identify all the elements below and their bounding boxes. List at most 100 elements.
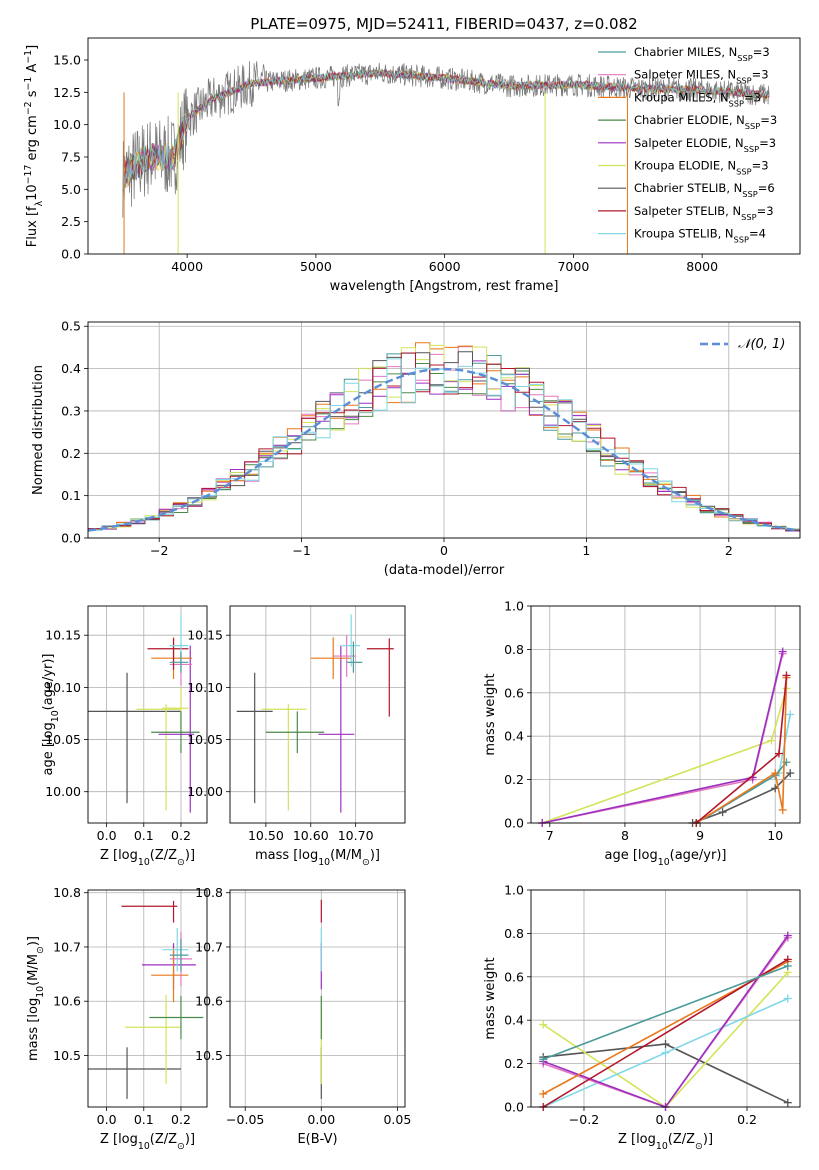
mass-weight-line — [695, 677, 788, 823]
errorbar-point — [318, 645, 355, 813]
x-axis-label: Z [log10​(Z/Z⊙​)] — [618, 1132, 713, 1152]
x-axis-label: (data-model)/error — [384, 563, 505, 578]
x-tick-label: 0.00 — [307, 1112, 335, 1127]
x-tick-label: 8000 — [686, 259, 718, 274]
mass-weight-line — [542, 937, 789, 1107]
weight-vs-age-axes: 7 8 9 10 0.0 0.2 0.4 0.6 0.8 1.0 age [log10​(age/y… — [483, 599, 800, 868]
mass-weight-line — [692, 772, 791, 823]
y-tick-label: 10.6 — [53, 994, 81, 1009]
y-tick-label: 0.8 — [504, 926, 524, 941]
legend-entry: Salpeter MILES, NSSP​=3 — [634, 68, 769, 86]
normal-distribution-curve — [87, 367, 798, 532]
spectrum-legend: Chabrier MILES, NSSP​=3 Salpeter MILES, N… — [598, 45, 777, 245]
x-tick-label: 10.60 — [293, 828, 329, 843]
x-tick-label: −0.05 — [226, 1112, 264, 1127]
legend-entry: Kroupa MILES, NSSP​=3 — [634, 90, 761, 108]
mass-weight-line — [542, 688, 788, 823]
errorbar-point — [169, 938, 189, 972]
errorbar-point — [342, 614, 361, 667]
errorbar-point — [149, 995, 204, 1040]
y-tick-label: 10.6 — [195, 994, 223, 1009]
spectrum-axes: 4000 5000 6000 7000 8000 0.0 2.5 5.0 7.5 10.0 12.5… — [23, 45, 719, 294]
errorbar-point — [88, 672, 181, 804]
x-tick-label: 0.2 — [737, 1112, 757, 1127]
legend-entry: Chabrier STELIB, NSSP​=6 — [634, 181, 775, 199]
mass-weight-line — [542, 651, 784, 823]
errorbar-point — [88, 1047, 181, 1099]
residual-histogram-step — [88, 358, 800, 532]
age-vs-Z-frame — [87, 605, 208, 824]
weight-vs-Z-frame — [530, 889, 801, 1108]
y-tick-label: 10.7 — [195, 939, 223, 954]
charts-layer: 4000 5000 6000 7000 80000.02.55.07.510.012.5… — [23, 37, 801, 1152]
figure-title: PLATE=0975, MJD=52411, FIBERID=0437, z=0… — [250, 15, 637, 33]
y-tick-label: 0.0 — [61, 247, 81, 262]
x-tick-label: 7000 — [557, 259, 589, 274]
x-tick-label: −0.2 — [569, 1112, 599, 1127]
y-tick-label: 0.4 — [61, 361, 81, 376]
y-tick-label: 0.0 — [504, 1100, 524, 1115]
legend-entry: Kroupa ELODIE, NSSP​=3 — [634, 159, 769, 177]
y-tick-label: 12.5 — [53, 85, 81, 100]
y-tick-label: 0.0 — [61, 531, 81, 546]
x-axis-label: age [log10​(age/yr)] — [605, 848, 727, 868]
y-tick-label: 10.00 — [187, 784, 223, 799]
x-axis-label: Z [log10​(Z/Z⊙​)] — [100, 848, 195, 868]
x-axis-label: mass [log10​(M/M⊙​)] — [255, 848, 380, 868]
x-tick-label: 0.1 — [134, 1112, 154, 1127]
mass-vs-ebv-frame — [229, 889, 406, 1108]
y-tick-label: 0.3 — [61, 403, 81, 418]
x-tick-label: 0.1 — [134, 828, 154, 843]
y-tick-label: 0.6 — [504, 685, 524, 700]
y-tick-label: 5.0 — [61, 182, 81, 197]
errorbar-point — [151, 637, 193, 680]
x-axis-label: wavelength [Angstrom, rest frame] — [330, 279, 559, 294]
residuals-frame — [87, 321, 801, 539]
y-tick-label: 2.5 — [61, 214, 81, 229]
x-tick-label: 9 — [696, 828, 704, 843]
errorbar-point — [121, 900, 178, 923]
errorbar-point — [366, 638, 394, 717]
x-tick-label: 0.05 — [383, 1112, 411, 1127]
age-vs-Z-axes: 0.0 0.1 0.2 10.00 10.05 10.10 10.15 Z [log10​(Z… — [41, 606, 207, 868]
x-tick-label: 4000 — [171, 259, 203, 274]
x-tick-label: −2 — [150, 543, 168, 558]
y-tick-label: 0.6 — [504, 969, 524, 984]
x-tick-label: 10.50 — [248, 828, 284, 843]
x-tick-label: 10.70 — [338, 828, 374, 843]
y-tick-label: 10.00 — [45, 784, 81, 799]
x-tick-label: −1 — [292, 543, 310, 558]
y-axis-label: Normed distribution — [31, 365, 46, 495]
mass-vs-Z-axes: 0.0 0.1 0.2 10.5 10.6 10.7 10.8 Z [log10​(Z/Z⊙​… — [26, 885, 207, 1152]
y-axis-label: age [log10​(age/yr)] — [41, 654, 61, 776]
errorbar-point — [158, 645, 194, 813]
y-tick-label: 15.0 — [53, 52, 81, 67]
residuals-axes: −2 −1 0 1 2 0.0 0.1 0.2 0.3 0.4 0.5 (data-model)/er… — [31, 319, 800, 578]
y-tick-label: 10.15 — [187, 628, 223, 643]
y-axis-label: mass weight — [483, 957, 498, 1039]
errorbar-point — [333, 635, 356, 677]
x-tick-label: 6000 — [429, 259, 461, 274]
y-tick-label: 0.2 — [504, 1056, 524, 1071]
y-tick-label: 0.8 — [504, 642, 524, 657]
x-tick-label: 8 — [621, 828, 629, 843]
age-vs-mass-axes: 10.50 10.60 10.70 10.00 10.05 10.10 10.15 mass … — [187, 606, 405, 868]
errorbar-point — [136, 704, 181, 811]
y-tick-label: 1.0 — [504, 883, 524, 898]
y-tick-label: 10.7 — [53, 939, 81, 954]
y-axis-label: Flux [fλ​10−17​ erg cm−2​ s−1​ A−1​] — [23, 45, 45, 247]
y-tick-label: 10.8 — [53, 885, 81, 900]
x-axis-label: E(B-V) — [297, 1132, 337, 1147]
y-tick-label: 0.2 — [504, 772, 524, 787]
x-tick-label: 1 — [582, 543, 590, 558]
spectrum-frame — [87, 37, 801, 255]
x-tick-label: 0.0 — [97, 828, 117, 843]
weight-vs-age-frame — [530, 605, 801, 824]
mass-weight-line — [542, 958, 789, 1107]
x-tick-label: 0.0 — [97, 1112, 117, 1127]
errorbar-point — [147, 638, 189, 670]
y-tick-label: 0.2 — [61, 446, 81, 461]
mass-weight-line — [542, 965, 789, 1061]
x-tick-label: 0.0 — [656, 1112, 676, 1127]
x-tick-label: 2 — [725, 543, 733, 558]
